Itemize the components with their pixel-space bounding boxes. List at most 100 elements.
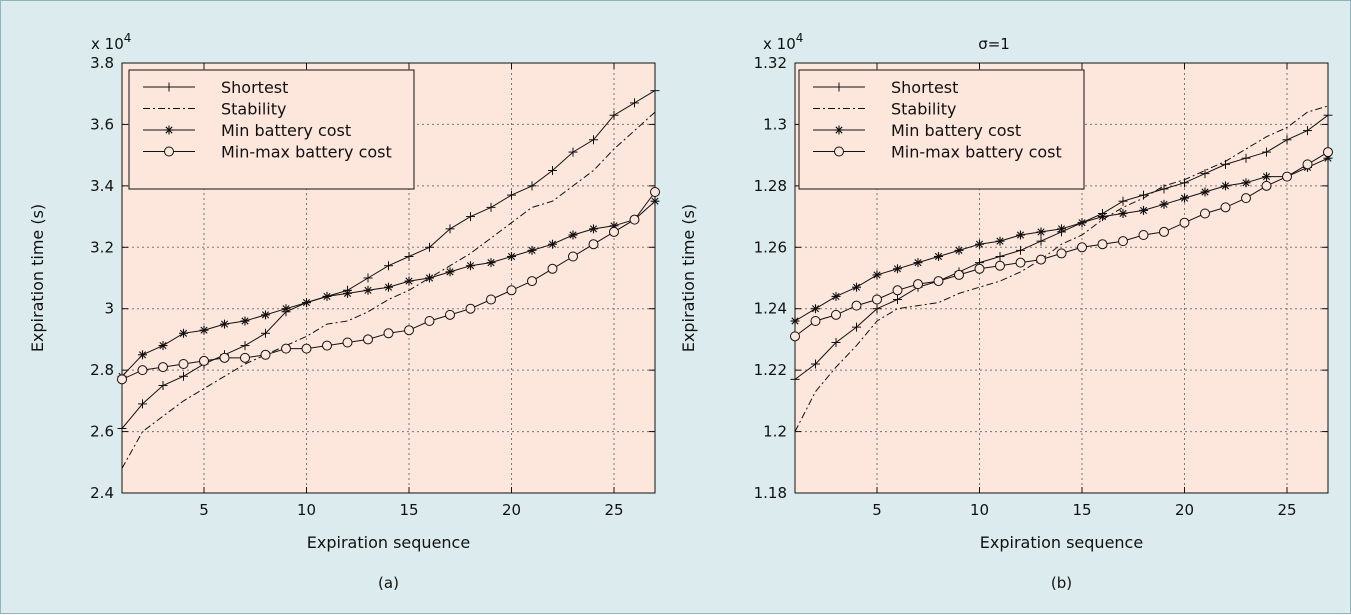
data-point-circle [892,285,903,296]
data-point-circle [913,279,923,290]
panel-label: (a) [378,574,399,592]
chart-title: σ=1 [978,35,1010,53]
data-point-asterisk [343,288,352,298]
data-point-asterisk [138,350,147,360]
x-tick-label: 15 [399,501,418,519]
data-point-circle [810,316,821,326]
data-point-circle [383,328,394,339]
data-point-plus [811,359,820,369]
data-point-circle [1159,226,1169,237]
data-point-circle [974,263,985,274]
data-point-asterisk [158,341,168,351]
data-point-plus [164,82,174,92]
data-point-asterisk [975,239,984,249]
data-point-asterisk [363,285,373,295]
data-point-asterisk [281,304,291,314]
data-point-plus [834,82,844,92]
data-point-plus [486,202,496,212]
series-stability [794,105,1329,432]
data-point-circle [260,349,271,360]
data-point-circle [164,146,174,157]
data-point-plus [527,181,537,191]
axes-frame [794,62,1329,494]
data-point-plus [363,273,373,283]
data-point-plus [630,98,639,108]
data-point-plus [852,322,861,332]
data-point-asterisk [466,261,475,271]
data-point-circle [281,343,291,354]
data-point-plus [1200,169,1210,179]
data-point-asterisk [1200,187,1210,197]
data-point-circle [527,276,537,287]
data-point-circle [872,294,882,305]
data-point-plus [831,338,841,347]
series-min-battery-cost [117,196,660,381]
series-min-max-battery-cost [790,147,1333,342]
data-point-asterisk [527,245,537,255]
data-point-asterisk [893,264,902,274]
y-tick-label: 1.26 [754,238,787,256]
data-point-circle [1323,147,1333,158]
data-point-circle [199,355,209,366]
legend-label: Shortest [221,78,288,97]
data-point-circle [954,269,964,280]
data-point-asterisk [1057,224,1066,234]
data-point-asterisk [913,258,923,268]
data-point-plus [568,147,578,157]
data-point-plus [425,242,434,252]
data-point-plus [1016,245,1025,255]
data-point-circle [322,340,332,351]
data-point-plus [589,135,598,145]
x-axis-label: Expiration sequence [307,533,470,552]
x-tick-label: 10 [297,501,316,519]
data-point-circle [445,309,455,320]
data-point-circle [995,260,1005,271]
data-point-asterisk [1036,227,1046,237]
data-point-plus [609,110,619,120]
data-point-plus [1118,196,1128,206]
chart-panel-b: 5 10 15 20 25 1.18 1.2 1.22 1.24 1.26 1.28 1.3 1.32x… [679,31,1333,592]
data-point-circle [1241,193,1251,204]
data-point-asterisk [404,276,414,286]
data-point-circle [158,362,168,373]
data-point-circle [404,325,414,336]
x-axis-label: Expiration sequence [980,533,1143,552]
data-point-asterisk [1016,230,1025,240]
data-point-plus [117,424,127,433]
data-point-circle [629,214,640,225]
data-point-asterisk [548,239,557,249]
data-point-asterisk [790,316,800,326]
data-point-plus [995,252,1005,261]
x-tick-label: 15 [1072,501,1091,519]
data-point-plus [893,295,902,304]
data-point-asterisk [1139,205,1148,215]
data-point-asterisk [1077,218,1087,228]
legend-label: Stability [891,100,956,119]
data-point-circle [363,334,373,345]
y-tick-label: 1.28 [754,177,787,195]
data-point-plus [404,252,414,261]
data-point-asterisk [650,196,660,206]
data-point-asterisk [995,236,1005,246]
data-point-circle [219,352,230,363]
y-axis-label: Expiration time (s) [679,204,698,352]
legend-label: Min battery cost [221,121,351,140]
x-tick-label: 25 [604,501,623,519]
data-point-asterisk [1118,209,1128,218]
data-point-plus [384,261,393,271]
x-tick-label: 5 [199,501,209,519]
legend-label: Min battery cost [891,121,1021,140]
data-point-plus [1159,184,1169,194]
series-line [794,105,1329,432]
data-point-plus [872,304,882,314]
y-axis-label: Expiration time (s) [28,204,47,352]
data-point-asterisk [1241,178,1251,188]
data-point-circle [1138,230,1149,240]
data-point-plus [1262,147,1271,157]
data-point-circle [1036,254,1046,265]
data-point-circle [1097,239,1108,250]
x-tick-label: 25 [1277,501,1296,519]
data-point-asterisk [164,125,174,135]
